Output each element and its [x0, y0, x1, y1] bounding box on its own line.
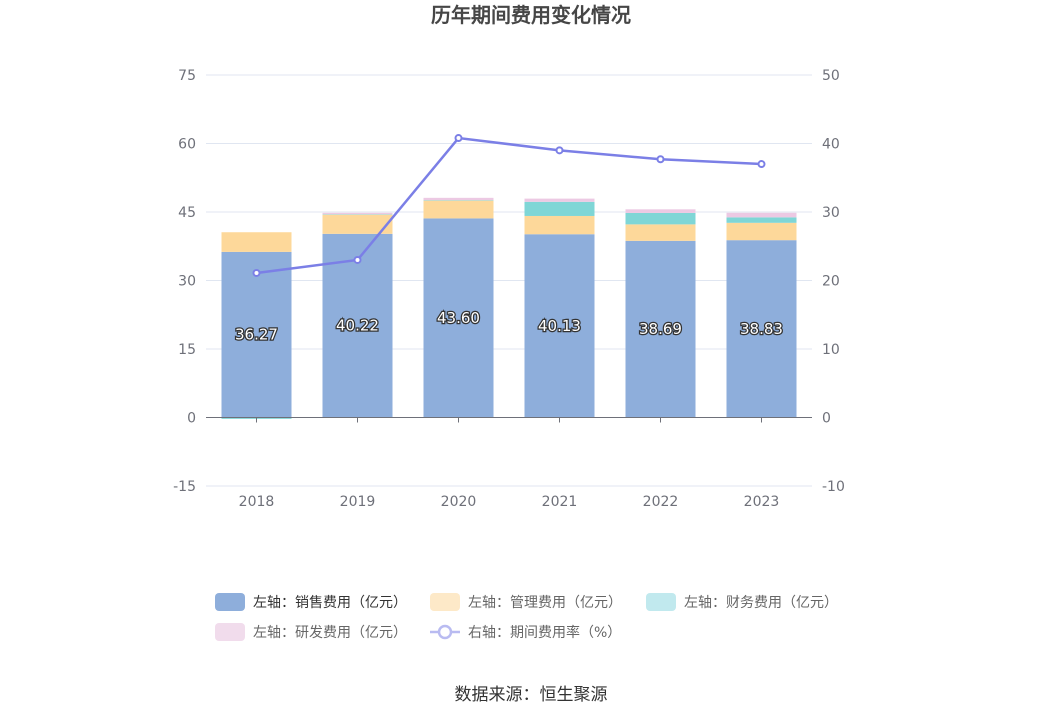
bar-data-label: 40.13: [538, 317, 581, 335]
right-tick-label: 0: [822, 411, 831, 427]
bar-data-label: 36.27: [235, 326, 278, 344]
legend-label: 左轴：研发费用（亿元）: [253, 625, 407, 641]
bar-segment: [726, 240, 797, 418]
left-tick-label: 15: [178, 342, 196, 358]
legend-item: 左轴：销售费用（亿元）: [215, 593, 407, 611]
x-tick-label: 2023: [744, 494, 780, 510]
legend: 左轴：销售费用（亿元） 左轴：管理费用（亿元） 左轴：财务费用（亿元） 左轴：研发费用…: [215, 593, 838, 641]
left-tick-label: -15: [173, 479, 196, 495]
bar-segment: [423, 197, 494, 201]
x-tick-label: 2021: [542, 494, 578, 510]
bar-data-label: 43.60: [437, 309, 480, 327]
legend-item: 左轴：财务费用（亿元）: [646, 593, 838, 611]
rate-point: [353, 255, 362, 264]
bar-segment: [524, 198, 595, 202]
x-axis: 2018 2019 2020 2021 2022 2023: [206, 417, 812, 510]
bar-segment: [625, 224, 696, 241]
grid-lines: [206, 74, 812, 487]
bar-segment: [322, 214, 393, 234]
right-tick-label: 20: [822, 274, 840, 290]
right-tick-label: 30: [822, 205, 840, 221]
x-tick-label: 2020: [441, 494, 477, 510]
right-axis: 50 40 30 20 10 0 -10: [822, 68, 845, 495]
legend-swatch: [215, 623, 245, 641]
bar-segment: [524, 215, 595, 235]
rate-point: [757, 160, 766, 169]
left-tick-label: 30: [178, 274, 196, 290]
bar-segment: [221, 232, 292, 252]
chart-title: 历年期间费用变化情况: [431, 3, 631, 27]
bar-segment: [524, 234, 595, 418]
rate-point: [656, 155, 665, 164]
rate-point: [555, 146, 564, 155]
bar-data-label: 38.83: [740, 320, 783, 338]
bar-segment: [726, 222, 797, 241]
right-tick-label: 10: [822, 342, 840, 358]
left-tick-label: 45: [178, 205, 196, 221]
rate-point: [454, 134, 463, 143]
bar-segment: [726, 217, 797, 223]
legend-label: 右轴：期间费用率（%）: [468, 624, 621, 641]
bar-segment: [322, 233, 393, 418]
legend-item: 左轴：研发费用（亿元）: [215, 623, 407, 641]
left-tick-label: 0: [187, 411, 196, 427]
rate-point: [252, 268, 261, 277]
right-tick-label: -10: [822, 479, 845, 495]
legend-label: 左轴：财务费用（亿元）: [684, 595, 838, 611]
bar-segment: [423, 200, 494, 219]
bar-segment: [625, 212, 696, 225]
left-tick-label: 60: [178, 137, 196, 153]
legend-marker: [437, 624, 453, 640]
bar-labels: 36.27 40.22 43.60 40.13 38.69 38.83: [234, 308, 784, 345]
left-tick-label: 75: [178, 68, 196, 84]
legend-item: 右轴：期间费用率（%）: [430, 624, 621, 641]
x-tick-label: 2022: [643, 494, 679, 510]
bar-segment: [423, 218, 494, 418]
bar-segment: [221, 251, 292, 418]
bars: [221, 197, 797, 419]
bar-data-label: 40.22: [336, 317, 379, 335]
legend-swatch: [430, 593, 460, 611]
left-axis: 75 60 45 30 15 0 -15: [173, 68, 196, 495]
bar-segment: [625, 209, 696, 213]
legend-label: 左轴：管理费用（亿元）: [468, 595, 622, 611]
x-tick-label: 2018: [239, 494, 275, 510]
bar-segment: [625, 240, 696, 418]
bar-segment: [423, 200, 494, 201]
right-tick-label: 40: [822, 137, 840, 153]
x-tick-label: 2019: [340, 494, 376, 510]
bar-segment: [726, 212, 797, 218]
rate-line: [252, 134, 766, 277]
legend-item: 左轴：管理费用（亿元）: [430, 593, 622, 611]
legend-swatch: [215, 593, 245, 611]
source-text: 数据来源：恒生聚源: [455, 685, 608, 705]
bar-data-label: 38.69: [639, 320, 682, 338]
rate-line-path: [256, 136, 762, 275]
bar-segment: [322, 214, 393, 215]
right-tick-label: 50: [822, 68, 840, 84]
legend-label: 左轴：销售费用（亿元）: [253, 595, 407, 611]
legend-swatch: [646, 593, 676, 611]
bar-segment: [524, 201, 595, 216]
bar-segment: [322, 212, 393, 215]
